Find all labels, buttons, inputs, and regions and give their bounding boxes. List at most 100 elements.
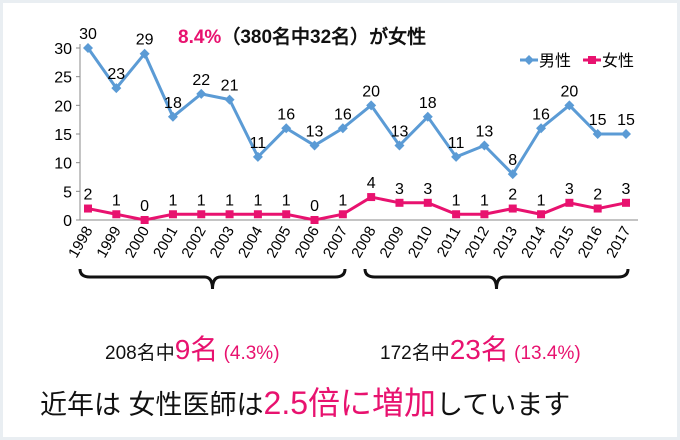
data-point [196, 88, 207, 99]
data-label: 1 [338, 192, 347, 209]
group2-pre: 172名中 [380, 343, 450, 364]
group2-num: 23名 [449, 334, 509, 365]
data-label: 16 [277, 106, 295, 123]
data-label: 1 [168, 192, 177, 209]
legend-label: 男性 [539, 51, 571, 70]
data-label: 18 [164, 95, 182, 112]
data-label: 30 [79, 26, 97, 43]
data-label: 0 [140, 198, 149, 215]
data-label: 21 [221, 78, 239, 95]
x-tick-label: 1999 [93, 224, 124, 261]
group2-pct: (13.4%) [514, 343, 581, 364]
x-tick-label: 2006 [292, 224, 323, 261]
data-label: 1 [197, 192, 206, 209]
data-point [168, 210, 177, 219]
data-label: 1 [112, 192, 121, 209]
x-tick-label: 2000 [122, 224, 153, 261]
brace-1998-2007 [78, 268, 347, 290]
group1-annotation: 208名中9名 (4.3%) [105, 328, 280, 368]
data-point [367, 193, 376, 202]
data-point [480, 210, 489, 219]
data-label: 3 [423, 181, 432, 198]
y-tick-label: 30 [54, 41, 72, 58]
data-label: 3 [395, 181, 404, 198]
data-point [225, 210, 234, 219]
x-tick-label: 2002 [178, 224, 209, 261]
x-tick-label: 2014 [518, 224, 549, 261]
data-point [224, 94, 235, 105]
x-tick-label: 2013 [490, 224, 521, 261]
data-label: 20 [362, 83, 380, 100]
data-point [564, 100, 575, 111]
data-label: 15 [589, 112, 607, 129]
data-point [452, 210, 461, 219]
legend-marker [524, 55, 534, 65]
data-label: 16 [532, 106, 550, 123]
data-point [537, 210, 546, 219]
x-tick-label: 2015 [546, 224, 577, 261]
x-tick-label: 2009 [377, 224, 408, 261]
data-point [338, 210, 347, 219]
data-point [253, 210, 262, 219]
data-label: 13 [391, 123, 409, 140]
data-label: 8 [508, 152, 517, 169]
data-label: 1 [225, 192, 234, 209]
data-point [621, 129, 631, 139]
data-point [507, 169, 518, 180]
x-tick-label: 2010 [405, 224, 436, 261]
group1-num: 9名 [174, 334, 219, 365]
data-point [139, 48, 150, 59]
y-tick-label: 10 [54, 156, 72, 173]
data-point [422, 111, 433, 122]
series-line-0 [86, 47, 626, 177]
data-point [309, 140, 320, 151]
data-label: 1 [253, 192, 262, 209]
data-point [83, 43, 93, 53]
data-label: 1 [537, 192, 546, 209]
data-label: 2 [593, 187, 602, 204]
x-tick-label: 2001 [150, 224, 181, 261]
data-label: 2 [84, 187, 93, 204]
data-point [479, 140, 490, 151]
data-point [366, 100, 377, 111]
footer-pre: 近年は 女性医師は [40, 390, 264, 420]
data-label: 11 [448, 135, 465, 152]
data-point [167, 111, 178, 122]
data-label: 15 [617, 112, 635, 129]
data-label: 29 [136, 32, 154, 49]
data-point [592, 129, 603, 139]
data-label: 4 [367, 175, 376, 192]
footer-highlight: 2.5倍に増加 [263, 385, 437, 421]
brace-2008-2017 [363, 268, 630, 290]
data-point [395, 198, 404, 207]
data-point [112, 210, 121, 219]
footer-post: しています [436, 390, 571, 420]
data-label: 13 [476, 123, 494, 140]
y-tick-label: 0 [63, 213, 72, 230]
data-point [536, 123, 547, 134]
data-label: 1 [282, 192, 291, 209]
x-tick-label: 2003 [207, 224, 238, 261]
data-point [281, 123, 292, 134]
data-label: 11 [250, 135, 267, 152]
legend-label: 女性 [602, 51, 634, 70]
group1-pct: (4.3%) [223, 343, 280, 364]
data-label: 22 [192, 72, 210, 89]
series-line-1 [87, 195, 627, 222]
data-point [140, 216, 149, 224]
data-label: 13 [306, 123, 324, 140]
data-point [197, 210, 206, 219]
data-label: 1 [452, 192, 461, 209]
data-point [84, 204, 92, 213]
y-tick-label: 5 [63, 184, 72, 201]
y-tick-label: 15 [54, 127, 72, 144]
data-point [252, 151, 263, 162]
data-label: 3 [622, 181, 631, 198]
footer-text: 近年は 女性医師は2.5倍に増加しています [40, 378, 570, 424]
x-tick-label: 2004 [235, 224, 266, 261]
data-label: 18 [419, 95, 437, 112]
data-label: 2 [508, 187, 517, 204]
data-point [310, 216, 319, 224]
